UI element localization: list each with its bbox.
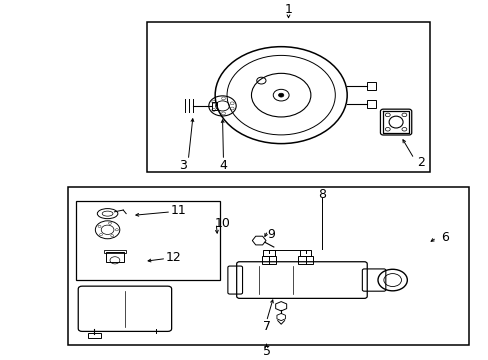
Bar: [261, 256, 276, 264]
Text: 5: 5: [262, 345, 270, 358]
Text: 11: 11: [170, 204, 186, 217]
Circle shape: [278, 93, 283, 97]
Bar: [76, 201, 220, 280]
Text: 8: 8: [317, 188, 325, 201]
Text: 4: 4: [219, 159, 227, 172]
Text: 6: 6: [440, 231, 448, 244]
Text: 2: 2: [417, 156, 425, 169]
Bar: [366, 82, 375, 90]
Text: 1: 1: [284, 3, 292, 16]
Text: 10: 10: [214, 217, 230, 230]
Text: 7: 7: [262, 320, 270, 333]
Bar: [263, 250, 274, 256]
Bar: [68, 187, 468, 345]
Bar: [298, 256, 312, 264]
Text: 9: 9: [267, 228, 275, 240]
Bar: [88, 333, 101, 338]
Bar: [299, 250, 311, 256]
Bar: [104, 250, 125, 253]
Text: 12: 12: [165, 251, 181, 264]
Bar: [366, 100, 375, 108]
Bar: [211, 102, 216, 109]
Text: 3: 3: [179, 159, 187, 172]
Bar: [146, 22, 429, 172]
Bar: [106, 252, 123, 262]
